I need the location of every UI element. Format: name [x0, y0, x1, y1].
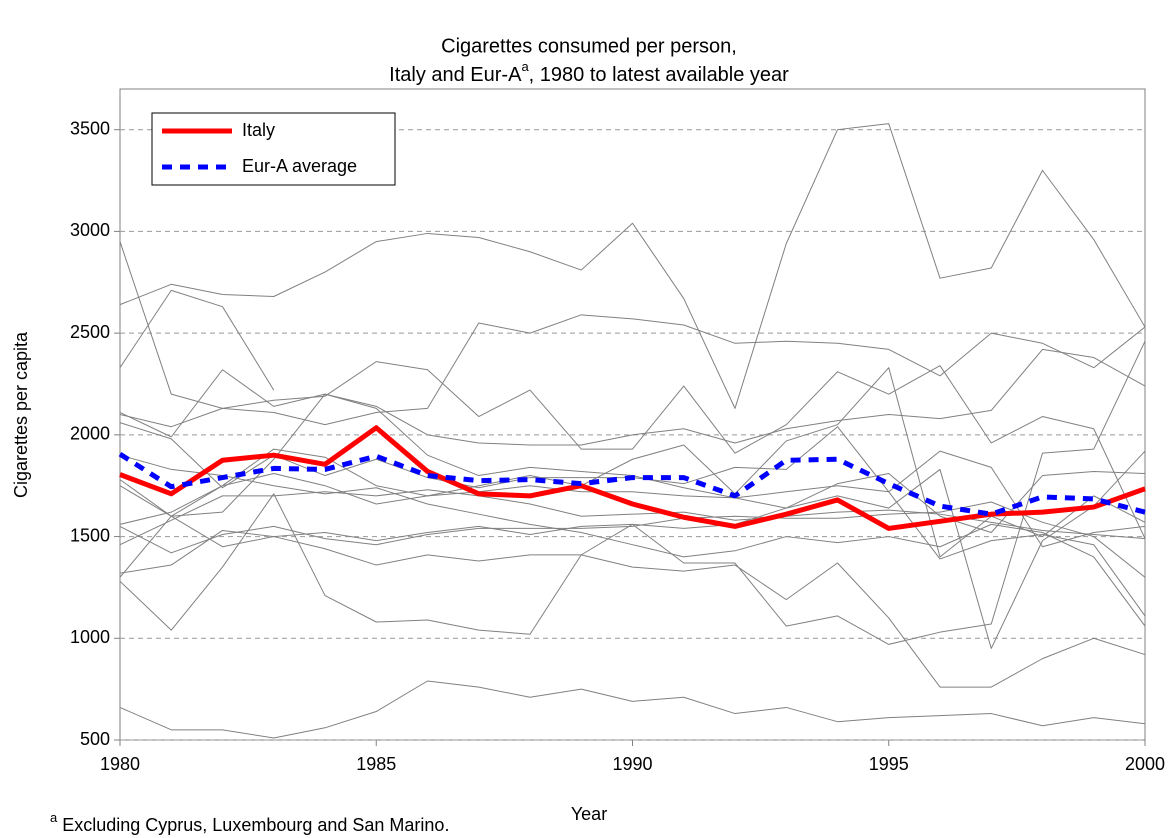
background-line	[119, 289, 275, 391]
legend-box	[151, 112, 396, 186]
background-line	[119, 680, 1146, 739]
footnote: a Excluding Cyprus, Luxembourg and San M…	[50, 810, 449, 834]
series-line	[118, 452, 1146, 517]
chart-title: Cigarettes consumed per person,	[441, 35, 737, 57]
legend-label: Eur-A average	[242, 156, 357, 176]
x-axis-label: Year	[571, 804, 607, 824]
background-line	[119, 489, 1146, 546]
title-part: Italy and Eur-A	[389, 64, 522, 86]
legend-label: Italy	[242, 120, 275, 140]
x-tick-label: 1985	[356, 754, 396, 774]
background-line	[119, 361, 1146, 539]
background-line	[119, 367, 1146, 558]
x-tick-label: 1990	[612, 754, 652, 774]
y-tick-label: 500	[80, 729, 110, 749]
plot-area	[119, 88, 1146, 741]
footnote-text: Excluding Cyprus, Luxembourg and San Mar…	[57, 815, 449, 835]
y-tick-label: 2000	[70, 424, 110, 444]
background-line	[119, 348, 1146, 446]
y-tick-label: 3000	[70, 220, 110, 240]
chart-subtitle: Italy and Eur-Aa, 1980 to latest availab…	[389, 59, 789, 86]
title-part: , 1980 to latest available year	[529, 64, 790, 86]
background-line	[119, 515, 1146, 688]
background-line	[119, 422, 1146, 617]
x-tick-label: 1980	[100, 754, 140, 774]
y-axis-label: Cigarettes per capita	[11, 331, 31, 498]
y-tick-label: 1000	[70, 627, 110, 647]
title-superscript: a	[521, 59, 529, 74]
y-tick-label: 3500	[70, 118, 110, 138]
background-line	[119, 123, 1146, 409]
background-line	[119, 450, 1146, 548]
y-tick-label: 2500	[70, 322, 110, 342]
background-line	[119, 341, 1146, 645]
background-line	[119, 501, 1146, 578]
series-line	[119, 425, 1146, 531]
x-tick-label: 2000	[1125, 754, 1165, 774]
y-tick-label: 1500	[70, 525, 110, 545]
background-line	[119, 454, 1146, 627]
background-line	[119, 393, 1146, 649]
x-tick-label: 1995	[869, 754, 909, 774]
background-line	[119, 241, 1146, 426]
footnote-superscript: a	[50, 810, 58, 825]
